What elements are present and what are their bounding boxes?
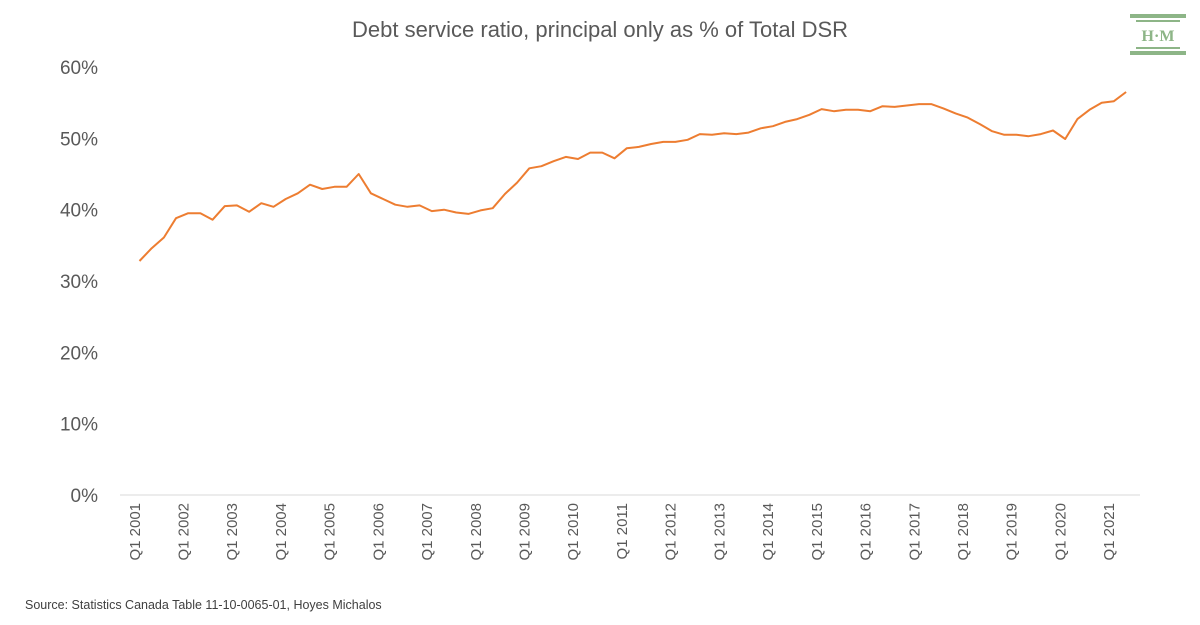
- x-axis: Q1 2001 Q1 2002 Q1 2003 Q1 2004 Q1 2005 Q1 20…: [127, 503, 1118, 561]
- y-tick-label: 40%: [60, 201, 98, 222]
- y-tick-label: 20%: [60, 343, 98, 364]
- series-line: [138, 91, 1127, 262]
- x-tick-label: Q1 2001: [127, 503, 144, 561]
- y-tick-label: 30%: [60, 272, 98, 293]
- source-note: Source: Statistics Canada Table 11-10-00…: [25, 598, 382, 612]
- x-tick-label: Q1 2017: [906, 503, 923, 561]
- x-tick-label: Q1 2018: [955, 503, 972, 561]
- y-axis: 0% 10% 20% 30% 40% 50% 60%: [60, 58, 98, 507]
- x-tick-label: Q1 2019: [1004, 503, 1021, 561]
- x-tick-label: Q1 2014: [760, 503, 777, 561]
- y-tick-label: 50%: [60, 129, 98, 150]
- x-tick-label: Q1 2005: [322, 503, 339, 561]
- x-tick-label: Q1 2020: [1052, 503, 1069, 561]
- y-tick-label: 0%: [71, 486, 99, 507]
- x-tick-label: Q1 2012: [663, 503, 680, 561]
- x-tick-label: Q1 2011: [614, 503, 631, 559]
- chart-title: Debt service ratio, principal only as % …: [352, 17, 848, 42]
- logo-text: H·M: [1142, 28, 1175, 45]
- x-tick-label: Q1 2008: [468, 503, 485, 561]
- x-tick-label: Q1 2003: [224, 503, 241, 561]
- x-tick-label: Q1 2016: [858, 503, 875, 561]
- hoyes-michalos-logo: H·M: [1130, 14, 1186, 55]
- x-tick-label: Q1 2021: [1101, 503, 1118, 561]
- x-tick-label: Q1 2013: [711, 503, 728, 561]
- y-tick-label: 60%: [60, 58, 98, 79]
- x-tick-label: Q1 2002: [175, 503, 192, 561]
- x-tick-label: Q1 2009: [517, 503, 534, 561]
- x-tick-label: Q1 2004: [273, 503, 290, 561]
- x-tick-label: Q1 2015: [809, 503, 826, 561]
- x-tick-label: Q1 2007: [419, 503, 436, 561]
- x-tick-label: Q1 2010: [565, 503, 582, 561]
- y-tick-label: 10%: [60, 415, 98, 436]
- x-tick-label: Q1 2006: [370, 503, 387, 561]
- series-group: [138, 91, 1127, 262]
